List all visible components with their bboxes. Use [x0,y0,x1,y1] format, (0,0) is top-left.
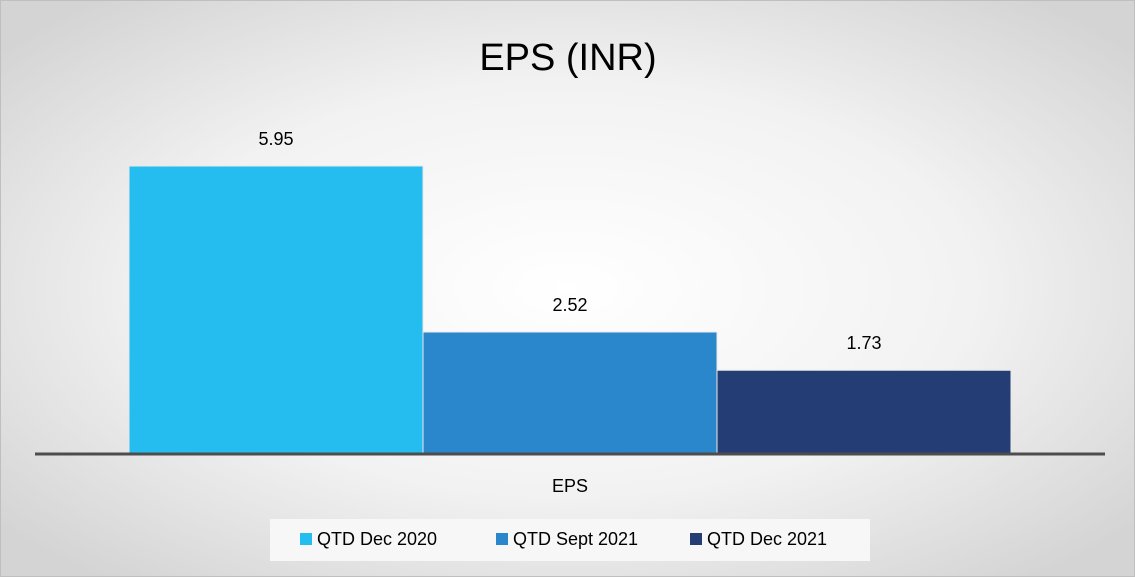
data-label: 2.52 [552,295,587,315]
x-tick-label: EPS [552,476,588,496]
chart-title: EPS (INR) [479,37,656,79]
legend-swatch [496,533,508,545]
legend-label: QTD Sept 2021 [513,529,638,549]
data-label: 1.73 [846,333,881,353]
legend-label: QTD Dec 2020 [317,529,437,549]
bar [716,369,1012,455]
legend-swatch [300,533,312,545]
bar [422,331,718,455]
legend-swatch [690,533,702,545]
legend-label: QTD Dec 2021 [707,529,827,549]
data-label: 5.95 [258,129,293,149]
legend-box [270,519,870,561]
bar [128,165,424,455]
